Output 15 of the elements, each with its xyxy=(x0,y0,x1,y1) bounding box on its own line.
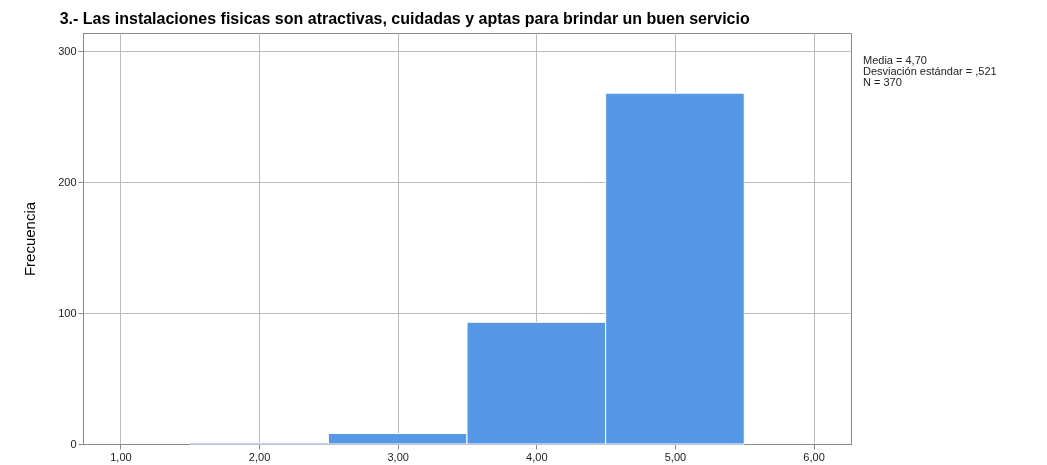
y-tick-label: 300 xyxy=(58,44,77,57)
text: Desviación estándar = ,521 xyxy=(863,65,997,77)
text: Media = 4,70 xyxy=(863,54,927,66)
x-tick-label: 4,00 xyxy=(526,450,548,463)
y-tick-label: 100 xyxy=(58,306,77,319)
y-axis-title: Frecuencia xyxy=(21,201,39,277)
y-tick-label: 0 xyxy=(70,437,77,450)
y-tick-label: 200 xyxy=(58,175,77,188)
x-tick-label: 1,00 xyxy=(110,450,132,463)
x-tick-label: 2,00 xyxy=(248,450,271,463)
x-tick-label: 5,00 xyxy=(664,450,687,463)
text: N = 370 xyxy=(863,76,902,88)
x-tick-label: 3,00 xyxy=(387,450,409,463)
x-tick-label: 6,00 xyxy=(803,450,825,463)
chart-title: 3.- Las instalaciones fisicas son atractivas, cuidadas y aptas para brindar un buen servicio xyxy=(59,10,750,27)
